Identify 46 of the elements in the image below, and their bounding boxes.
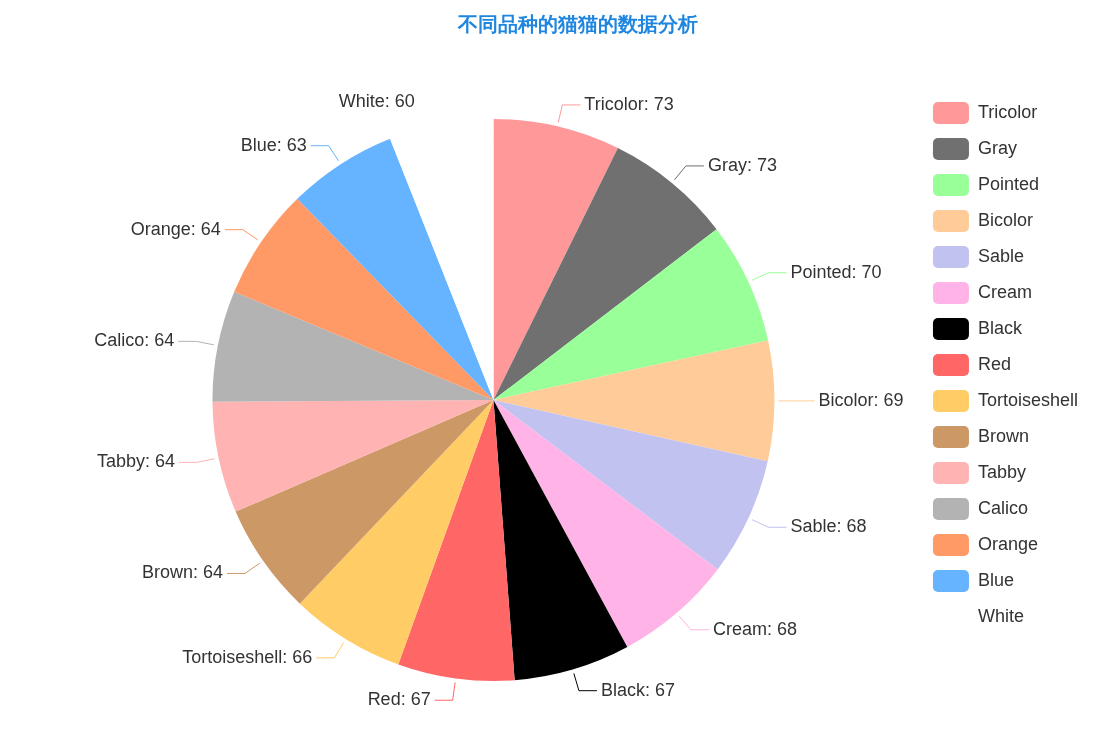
- legend-label: Tricolor: [977, 101, 1038, 122]
- chart-title: 不同品种的猫猫的数据分析: [457, 12, 698, 37]
- slice-label: Orange: [130, 218, 191, 239]
- legend-label: Tabby: [977, 461, 1026, 482]
- slice-label: Brown: [141, 562, 194, 583]
- slice-label: Tricolor: [584, 93, 644, 114]
- slice-label: Black: [600, 679, 646, 700]
- slice-label: Pointed: [790, 261, 852, 282]
- slice-label: Red: [367, 689, 401, 710]
- slice-label: White: [338, 91, 385, 112]
- slice-label: Gray: [707, 154, 747, 175]
- category-label: White: [977, 605, 1024, 626]
- data-label: : 60: [384, 91, 415, 112]
- legend-label: Orange: [977, 533, 1038, 554]
- legend-label: Calico: [977, 497, 1028, 518]
- legend-label: Gray: [977, 137, 1017, 158]
- data-label: : 69: [873, 389, 904, 410]
- legend-label: Blue: [977, 569, 1014, 590]
- data-label: : 63: [276, 134, 307, 155]
- legend-label: Brown: [977, 425, 1029, 446]
- legend-label: Black: [977, 317, 1023, 338]
- data-label: : 64: [144, 451, 175, 472]
- slice-label: Blue: [240, 134, 277, 155]
- slice-label: Cream: [712, 618, 767, 639]
- data-label: : 64: [190, 218, 221, 239]
- slice-label: Bicolor: [818, 389, 874, 410]
- legend-label: Bicolor: [977, 209, 1033, 230]
- data-label: : 67: [400, 689, 431, 710]
- data-label: : 68: [766, 618, 798, 639]
- legend-label: Cream: [977, 281, 1032, 302]
- legend-label: Red: [977, 353, 1011, 374]
- data-label: : 73: [746, 154, 777, 175]
- data-label: : 68: [836, 516, 867, 537]
- legend-label: Sable: [977, 245, 1024, 266]
- data-label: : 73: [643, 93, 674, 114]
- data-label: : 67: [644, 679, 675, 700]
- data-label: : 64: [144, 330, 175, 351]
- slice-label: Tabby: [96, 451, 145, 472]
- data-label: : 64: [193, 562, 224, 583]
- data-label: : 70: [851, 261, 882, 282]
- slice-label: Calico: [94, 330, 145, 351]
- slice-label: Tortoiseshell: [182, 646, 283, 667]
- data-label: : 66: [282, 646, 313, 667]
- legend-label: Tortoiseshell: [977, 389, 1078, 410]
- legend-label: Pointed: [977, 173, 1040, 194]
- slice-label: Sable: [790, 516, 837, 537]
